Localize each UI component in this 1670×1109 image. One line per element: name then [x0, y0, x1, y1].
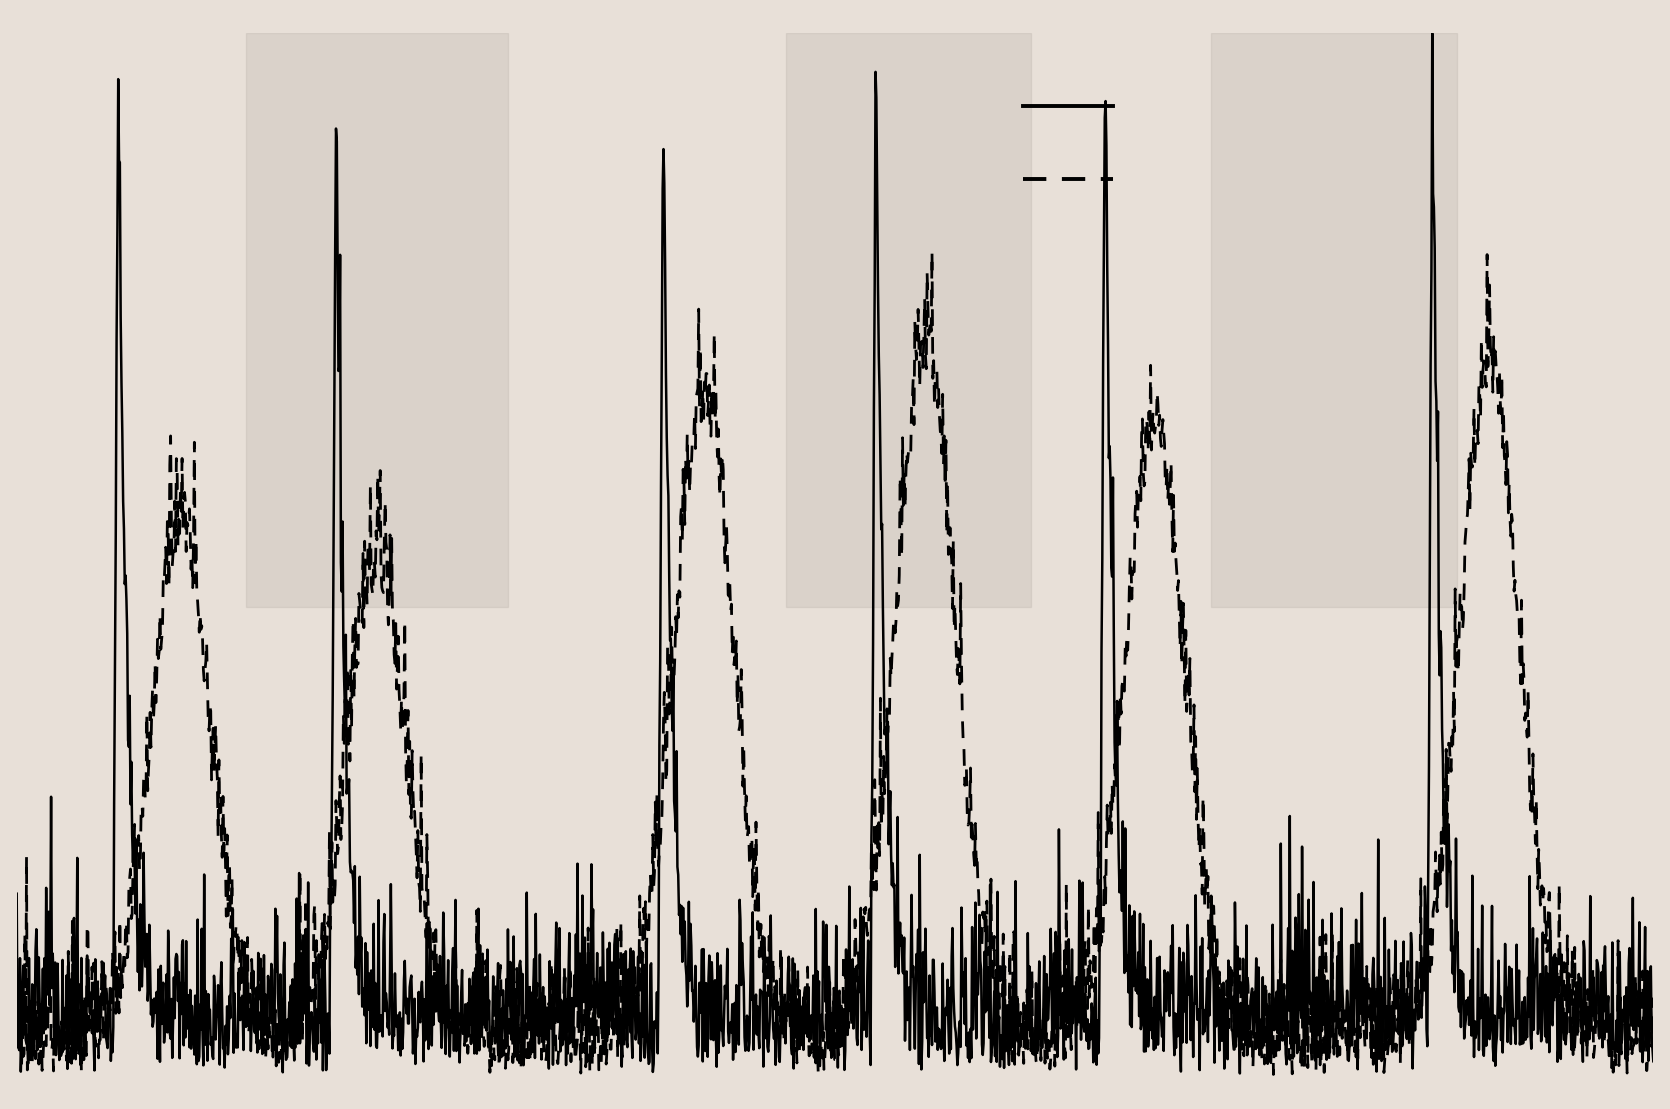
- Bar: [1211, 33, 1456, 607]
- Bar: [787, 33, 1032, 607]
- Bar: [245, 33, 508, 607]
